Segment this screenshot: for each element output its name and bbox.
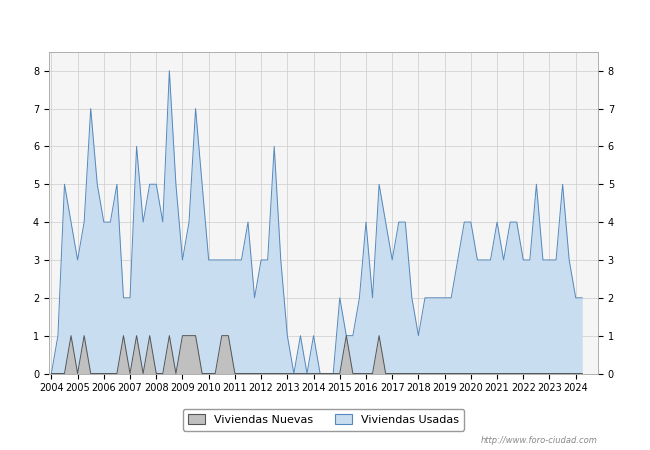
Text: Almendral - Evolucion del Nº de Transacciones Inmobiliarias: Almendral - Evolucion del Nº de Transacc… [100,17,550,30]
Legend: Viviendas Nuevas, Viviendas Usadas: Viviendas Nuevas, Viviendas Usadas [183,409,464,431]
Text: http://www.foro-ciudad.com: http://www.foro-ciudad.com [481,436,598,445]
